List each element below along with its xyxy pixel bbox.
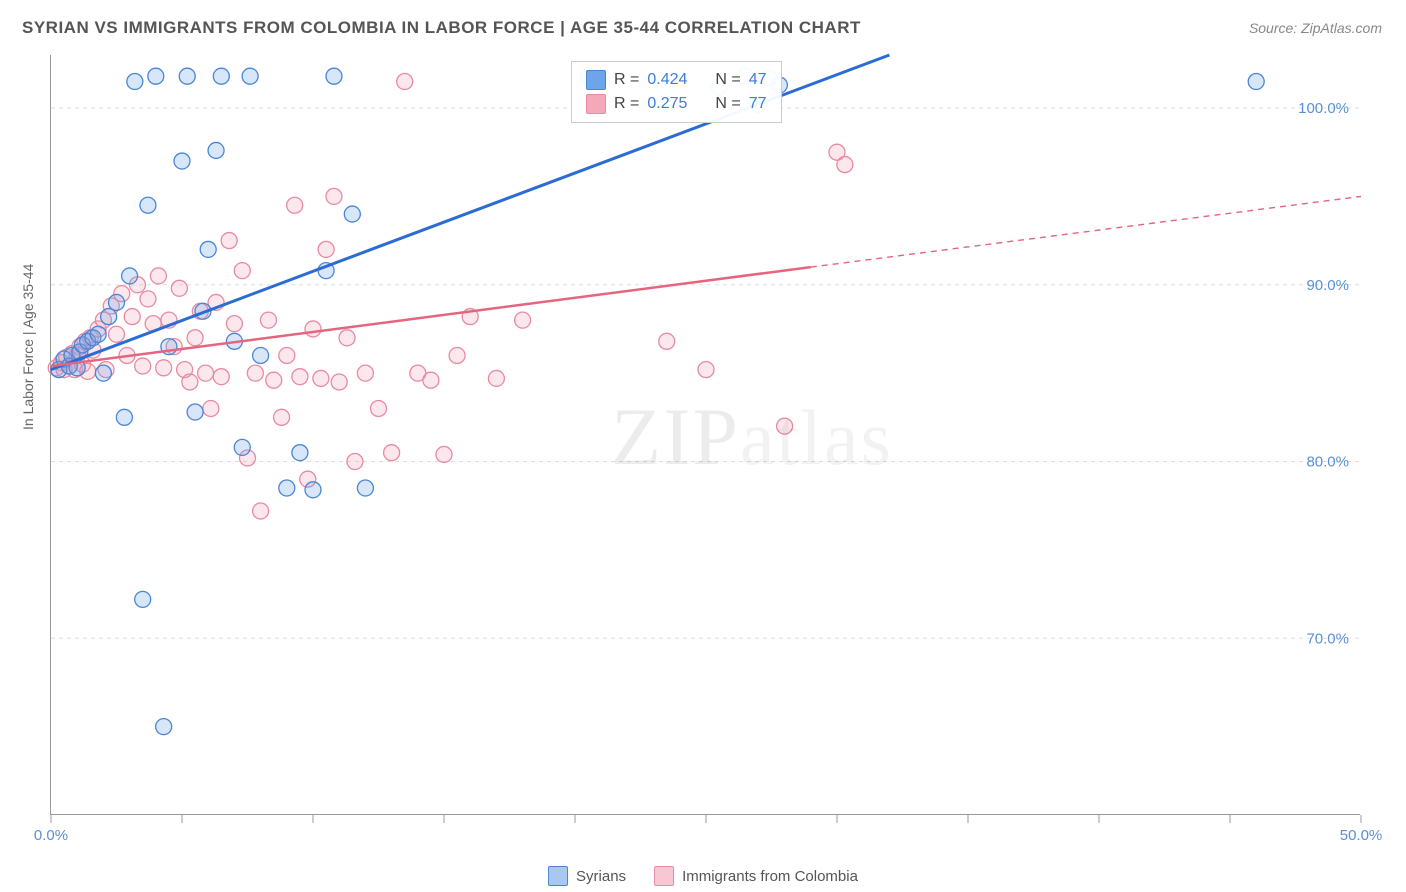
n-value-syrians: 47 [749,68,767,92]
r-label: R = [614,92,639,116]
x-tick-label: 50.0% [1340,827,1383,844]
bottom-legend: Syrians Immigrants from Colombia [548,866,858,886]
legend-label: Immigrants from Colombia [682,868,858,885]
plot-area: 70.0% 80.0% 90.0% 100.0% R = 0.424 N = 47 R… [50,55,1360,815]
stats-row-colombia: R = 0.275 N = 77 [586,92,767,116]
svg-text:90.0%: 90.0% [1306,277,1349,294]
svg-text:80.0%: 80.0% [1306,454,1349,471]
n-label: N = [715,92,740,116]
r-label: R = [614,68,639,92]
legend-label: Syrians [576,868,626,885]
source-attribution: Source: ZipAtlas.com [1249,20,1382,36]
stats-legend-box: R = 0.424 N = 47 R = 0.275 N = 77 [571,61,782,123]
scatter-chart-svg: 70.0% 80.0% 90.0% 100.0% [51,55,1360,814]
r-value-colombia: 0.275 [647,92,687,116]
stats-row-syrians: R = 0.424 N = 47 [586,68,767,92]
swatch-colombia [586,94,606,114]
x-tick-label: 0.0% [34,827,68,844]
legend-swatch [548,866,568,886]
legend-item: Syrians [548,866,626,886]
swatch-syrians [586,70,606,90]
svg-text:100.0%: 100.0% [1298,100,1349,117]
y-axis-label: In Labor Force | Age 35-44 [20,264,36,430]
r-value-syrians: 0.424 [647,68,687,92]
chart-title: SYRIAN VS IMMIGRANTS FROM COLOMBIA IN LA… [22,18,861,38]
n-label: N = [715,68,740,92]
legend-item: Immigrants from Colombia [654,866,858,886]
legend-swatch [654,866,674,886]
n-value-colombia: 77 [749,92,767,116]
svg-text:70.0%: 70.0% [1306,630,1349,647]
